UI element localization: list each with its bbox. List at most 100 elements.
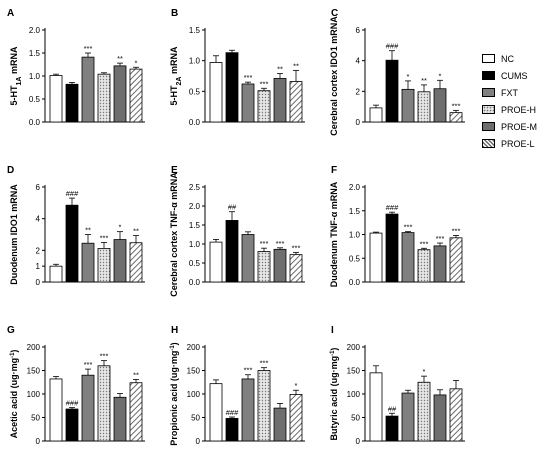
y-tick-label-c: 6 [356, 26, 361, 35]
bar-c-cums [385, 59, 399, 123]
legend-label-proe-h: PROE-H [501, 104, 537, 115]
bar-c-proe-l [449, 112, 463, 123]
y-axis-label-b: 5-HT2A mRNA [169, 46, 183, 105]
bar-b-proe-l [289, 81, 303, 123]
panel-h: H 0 50 100 150 200 Propionic acid (ug·mg-1) ###… [169, 325, 305, 446]
significance-mark-d: ** [133, 227, 139, 236]
significance-mark-a: * [135, 58, 138, 67]
y-tick-label-f: 0.5 [349, 254, 361, 263]
bar-c-proe-m [433, 88, 447, 123]
panel-letter-h: H [171, 325, 178, 336]
y-tick-label-a: 1.0 [29, 72, 41, 81]
bar-g-fxt [81, 374, 95, 442]
panel-letter-g: G [7, 325, 15, 336]
bar-h-fxt [241, 378, 255, 442]
bar-e-nc [209, 241, 223, 283]
significance-mark-f: *** [420, 239, 429, 248]
bar-e-proe-m [273, 248, 287, 283]
y-tick-label-g: 50 [31, 414, 40, 423]
significance-mark-e: *** [292, 243, 301, 252]
significance-mark-f: *** [404, 223, 413, 232]
significance-mark-c: * [439, 71, 442, 80]
y-tick-label-b: 1.5 [189, 26, 201, 35]
y-tick-label-e: 2.5 [189, 183, 201, 192]
bar-f-proe-l [449, 237, 463, 283]
bar-d-cums [65, 204, 79, 283]
y-axis-label-f: Duodenum TNF-α mRNA [329, 181, 339, 287]
significance-mark-d: ** [85, 226, 91, 235]
legend-swatch-proe-h [482, 105, 495, 114]
significance-mark-a: *** [84, 44, 93, 53]
y-tick-label-i: 50 [351, 414, 360, 423]
legend-label-proe-m: PROE-M [501, 121, 537, 132]
panel-letter-e: E [171, 165, 178, 176]
bar-d-nc [49, 265, 63, 283]
significance-mark-h: *** [244, 366, 253, 375]
significance-mark-b: *** [260, 79, 269, 88]
y-tick-label-e: 1.5 [189, 221, 201, 230]
y-axis-label-g: Acetic acid (ug·mg-1) [9, 350, 19, 439]
bar-d-proe-l [129, 242, 143, 283]
legend-item-proe-l: PROE-L [482, 135, 548, 152]
bar-f-nc [369, 232, 383, 283]
bar-a-cums [65, 83, 79, 123]
bar-e-cums [225, 220, 239, 283]
panel-letter-b: B [171, 8, 178, 19]
y-tick-label-d: 0 [36, 278, 41, 287]
bar-f-proe-h [417, 249, 431, 283]
bar-b-nc [209, 62, 223, 123]
panel-e: E 0.0 0.5 1.0 1.5 2.0 2.5 Cerebral cortex TNF-α… [169, 165, 305, 297]
legend-item-cums: CUMS [482, 67, 548, 84]
legend-label-cums: CUMS [501, 70, 528, 81]
panel-f: F 0.0 0.5 1.0 1.5 2.0 Duodenum TNF-α mRNA ### **… [329, 165, 465, 287]
y-tick-label-i: 100 [347, 390, 361, 399]
significance-mark-d: * [119, 223, 122, 232]
panel-letter-a: A [7, 8, 14, 19]
y-tick-label-b: 1.0 [189, 57, 201, 66]
y-tick-label-d: 1 [36, 262, 41, 271]
significance-mark-h: *** [260, 359, 269, 368]
y-tick-label-c: 0 [356, 118, 361, 127]
significance-mark-g: ** [133, 370, 139, 379]
y-tick-label-g: 150 [27, 367, 41, 376]
bar-b-proe-m [273, 78, 287, 123]
significance-mark-d: *** [100, 233, 109, 242]
significance-mark-e: *** [276, 239, 285, 248]
significance-mark-g: *** [100, 352, 109, 361]
panel-b: B0.00.51.01.55-HT2A mRNA******** ** [169, 8, 305, 127]
bar-e-proe-h [257, 251, 271, 283]
significance-mark-g: ### [66, 399, 79, 408]
y-tick-label-a: 0.0 [29, 118, 41, 127]
legend: NC CUMS FXT PROE-H PROE-M PROE-L [482, 50, 548, 152]
significance-mark-b: *** [244, 73, 253, 82]
legend-label-nc: NC [501, 53, 514, 64]
panel-letter-f: F [331, 165, 337, 176]
legend-swatch-cums [482, 71, 495, 80]
bar-a-nc [49, 75, 63, 123]
y-tick-label-a: 0.5 [29, 95, 41, 104]
bar-a-fxt [81, 56, 95, 123]
bar-d-proe-m [113, 239, 127, 283]
y-tick-label-i: 150 [347, 367, 361, 376]
y-tick-label-h: 200 [187, 343, 201, 352]
bar-e-proe-l [289, 254, 303, 283]
significance-mark-f: ### [386, 203, 399, 212]
bar-c-nc [369, 107, 383, 123]
y-axis-label-e: Cerebral cortex TNF-α mRNA [169, 172, 179, 297]
y-tick-label-f: 0.0 [349, 278, 361, 287]
bar-b-cums [225, 52, 239, 123]
legend-item-nc: NC [482, 50, 548, 67]
bar-i-nc [369, 372, 383, 442]
legend-item-proe-m: PROE-M [482, 118, 548, 135]
significance-mark-i: * [423, 367, 426, 376]
y-tick-label-d: 2 [36, 246, 41, 255]
bar-i-fxt [401, 392, 415, 442]
y-axis-label-i: Butyric acid (ug·mg-1) [329, 348, 339, 441]
y-tick-label-e: 1.0 [189, 240, 201, 249]
y-tick-label-g: 0 [36, 437, 41, 446]
y-tick-label-c: 2 [356, 87, 361, 96]
